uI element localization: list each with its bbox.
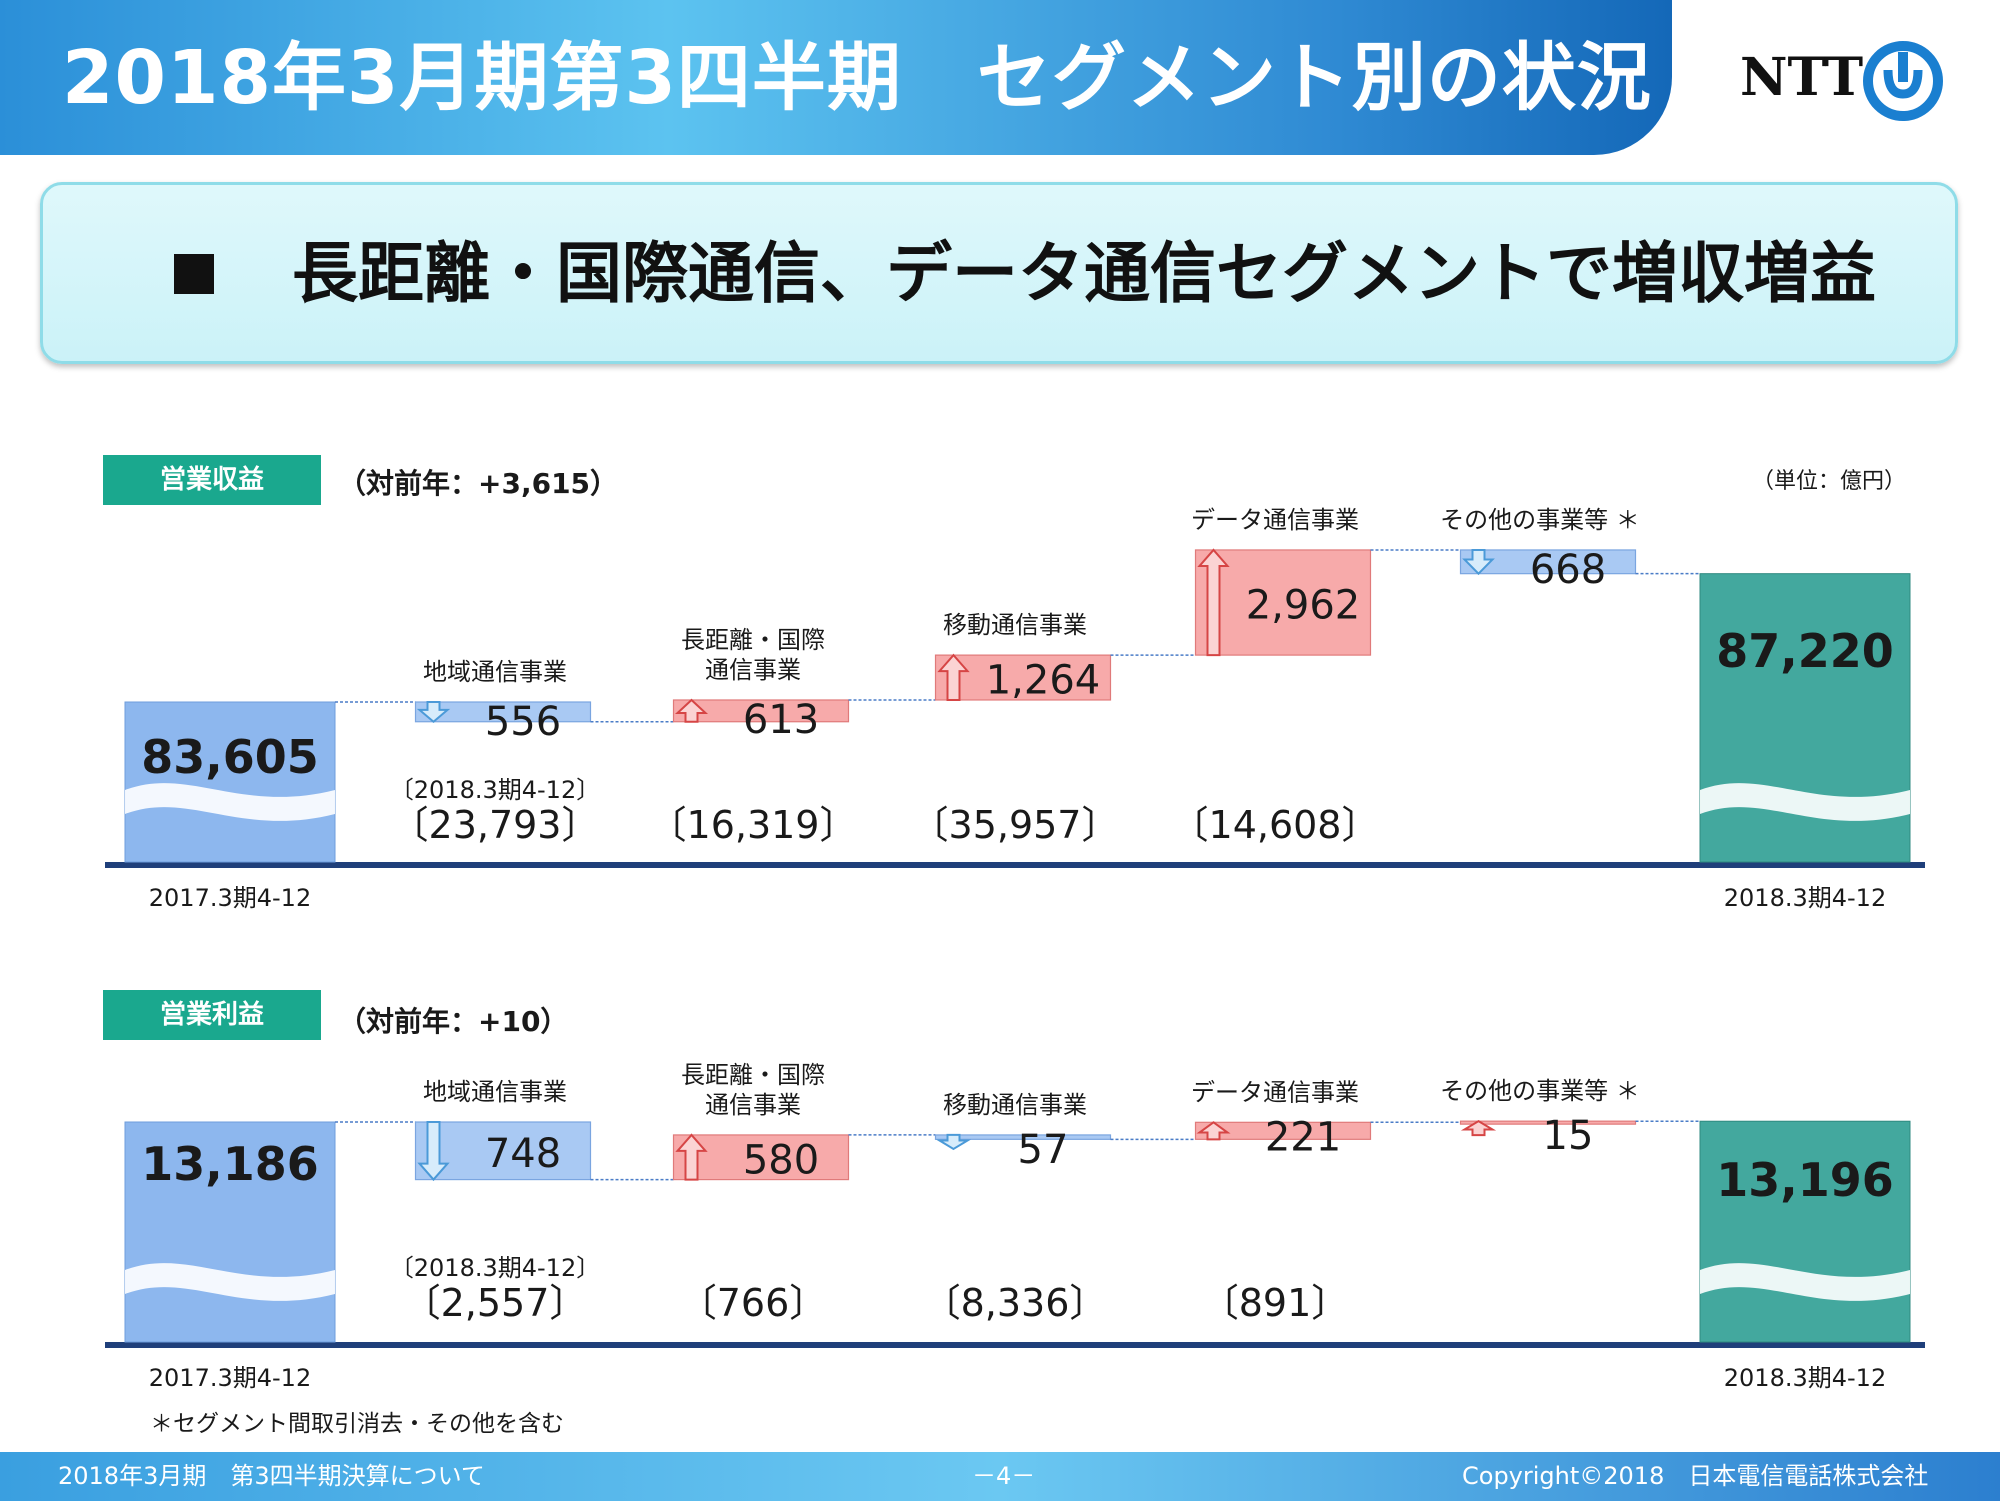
segment-total-label: 〔8,336〕 — [923, 1281, 1108, 1325]
step-bar — [1194, 549, 1372, 656]
end-period-label: 2018.3期4-12 — [1724, 1364, 1886, 1392]
step-name-label: 通信事業 — [705, 656, 801, 684]
end-bar — [1699, 1120, 1911, 1343]
step-name-label: 長距離・国際 — [681, 626, 825, 654]
step-value-label: 580 — [743, 1137, 819, 1183]
step-value-label: 1,264 — [986, 658, 1101, 704]
bullet-square-icon — [174, 254, 214, 294]
step-value-label: 15 — [1543, 1113, 1594, 1159]
step-value-label: 221 — [1265, 1114, 1341, 1160]
end-period-label: 2018.3期4-12 — [1724, 884, 1886, 912]
copyright: Copyright©2018 日本電信電話株式会社 — [1462, 1462, 1929, 1490]
step-bar — [1194, 1121, 1372, 1140]
revenue-change-note: （対前年：+3,615） — [338, 467, 619, 500]
start-period-label: 2017.3期4-12 — [149, 884, 311, 912]
segment-total-label: 〔23,793〕 — [391, 803, 600, 847]
up-arrow-icon — [674, 698, 709, 723]
step-bar — [672, 1134, 850, 1181]
step-bar — [414, 1121, 592, 1181]
profit-waterfall-chart: 13,186 2017.3期4-12 748 地域通信事業〔2,557〕 580 長距離・… — [105, 1061, 1925, 1392]
step-name-label: その他の事業等 ＊ — [1440, 506, 1640, 534]
step-bar — [934, 1134, 1112, 1140]
headline-box — [40, 182, 1958, 364]
headline: 長距離・国際通信、データ通信セグメントで増収増益 — [292, 235, 1876, 312]
up-arrow-icon — [1196, 1121, 1231, 1141]
end-bar-wave — [1700, 1263, 1910, 1301]
revenue-tag: 営業収益 — [103, 455, 321, 505]
step-value-label: 556 — [485, 699, 561, 745]
start-value-label: 13,186 — [141, 1137, 319, 1191]
prior-period-caption: 〔2018.3期4-12〕 — [390, 776, 600, 804]
down-arrow-icon — [935, 1133, 972, 1151]
chart-baseline — [105, 862, 1925, 868]
step-bar — [934, 654, 1112, 701]
step-name-label: データ通信事業 — [1191, 1078, 1359, 1106]
unit-note: （単位：億円） — [1752, 469, 1907, 494]
profit-change-note: （対前年：+10） — [338, 1005, 569, 1038]
step-value-label: 2,962 — [1246, 583, 1361, 629]
page-number: －4－ — [972, 1462, 1036, 1490]
step-bar — [672, 699, 850, 723]
start-bar-wave — [125, 783, 335, 821]
end-value-label: 13,196 — [1716, 1153, 1894, 1207]
up-arrow-icon — [1460, 1119, 1497, 1137]
start-period-label: 2017.3期4-12 — [149, 1364, 311, 1392]
footer-left: 2018年3月期 第3四半期決算について — [58, 1462, 485, 1490]
step-name-label: 地域通信事業 — [423, 1078, 567, 1106]
step-bar — [1459, 549, 1637, 575]
step-value-label: 57 — [1018, 1127, 1069, 1173]
step-name-label: データ通信事業 — [1191, 506, 1359, 534]
step-name-label: 移動通信事業 — [943, 611, 1087, 639]
segment-total-label: 〔766〕 — [679, 1281, 828, 1325]
up-arrow-icon — [675, 1133, 708, 1181]
step-name-label: 移動通信事業 — [943, 1091, 1087, 1119]
start-bar — [124, 701, 336, 863]
revenue-waterfall-chart: 83,605 2017.3期4-12 556 地域通信事業〔23,793〕 613 長距離… — [105, 506, 1925, 912]
prior-period-caption: 〔2018.3期4-12〕 — [390, 1254, 600, 1282]
down-arrow-icon — [1462, 548, 1495, 576]
step-bar — [414, 701, 592, 723]
segment-total-label: 〔891〕 — [1201, 1281, 1350, 1325]
step-value-label: 613 — [743, 697, 819, 743]
segment-total-label: 〔35,957〕 — [911, 803, 1120, 847]
start-value-label: 83,605 — [141, 730, 319, 784]
chart-baseline — [105, 1342, 1925, 1348]
step-name-label: 長距離・国際 — [681, 1061, 825, 1089]
page-title: 2018年3月期第3四半期 セグメント別の状況 — [62, 35, 1652, 121]
footer-bar — [0, 1452, 2000, 1501]
footnote: ＊セグメント間取引消去・その他を含む — [150, 1411, 564, 1437]
step-value-label: 668 — [1530, 547, 1606, 593]
ntt-mark-icon — [1863, 41, 1943, 121]
step-bar — [1459, 1120, 1637, 1125]
segment-total-label: 〔16,319〕 — [649, 803, 858, 847]
profit-tag: 営業利益 — [103, 990, 321, 1040]
segment-total-label: 〔2,557〕 — [403, 1281, 588, 1325]
start-bar — [124, 1121, 336, 1343]
start-bar-wave — [125, 1263, 335, 1301]
end-value-label: 87,220 — [1716, 624, 1894, 678]
step-name-label: 地域通信事業 — [423, 658, 567, 686]
title-bar — [0, 0, 1672, 155]
up-arrow-icon — [937, 653, 970, 701]
step-name-label: 通信事業 — [705, 1091, 801, 1119]
step-name-label: その他の事業等 ＊ — [1440, 1077, 1640, 1105]
end-bar-wave — [1700, 783, 1910, 821]
segment-total-label: 〔14,608〕 — [1171, 803, 1380, 847]
down-arrow-icon — [417, 1121, 450, 1182]
down-arrow-icon — [416, 701, 451, 724]
up-arrow-icon — [1197, 548, 1230, 657]
company-logo: NTT — [1740, 47, 1864, 108]
step-value-label: 748 — [485, 1131, 561, 1177]
